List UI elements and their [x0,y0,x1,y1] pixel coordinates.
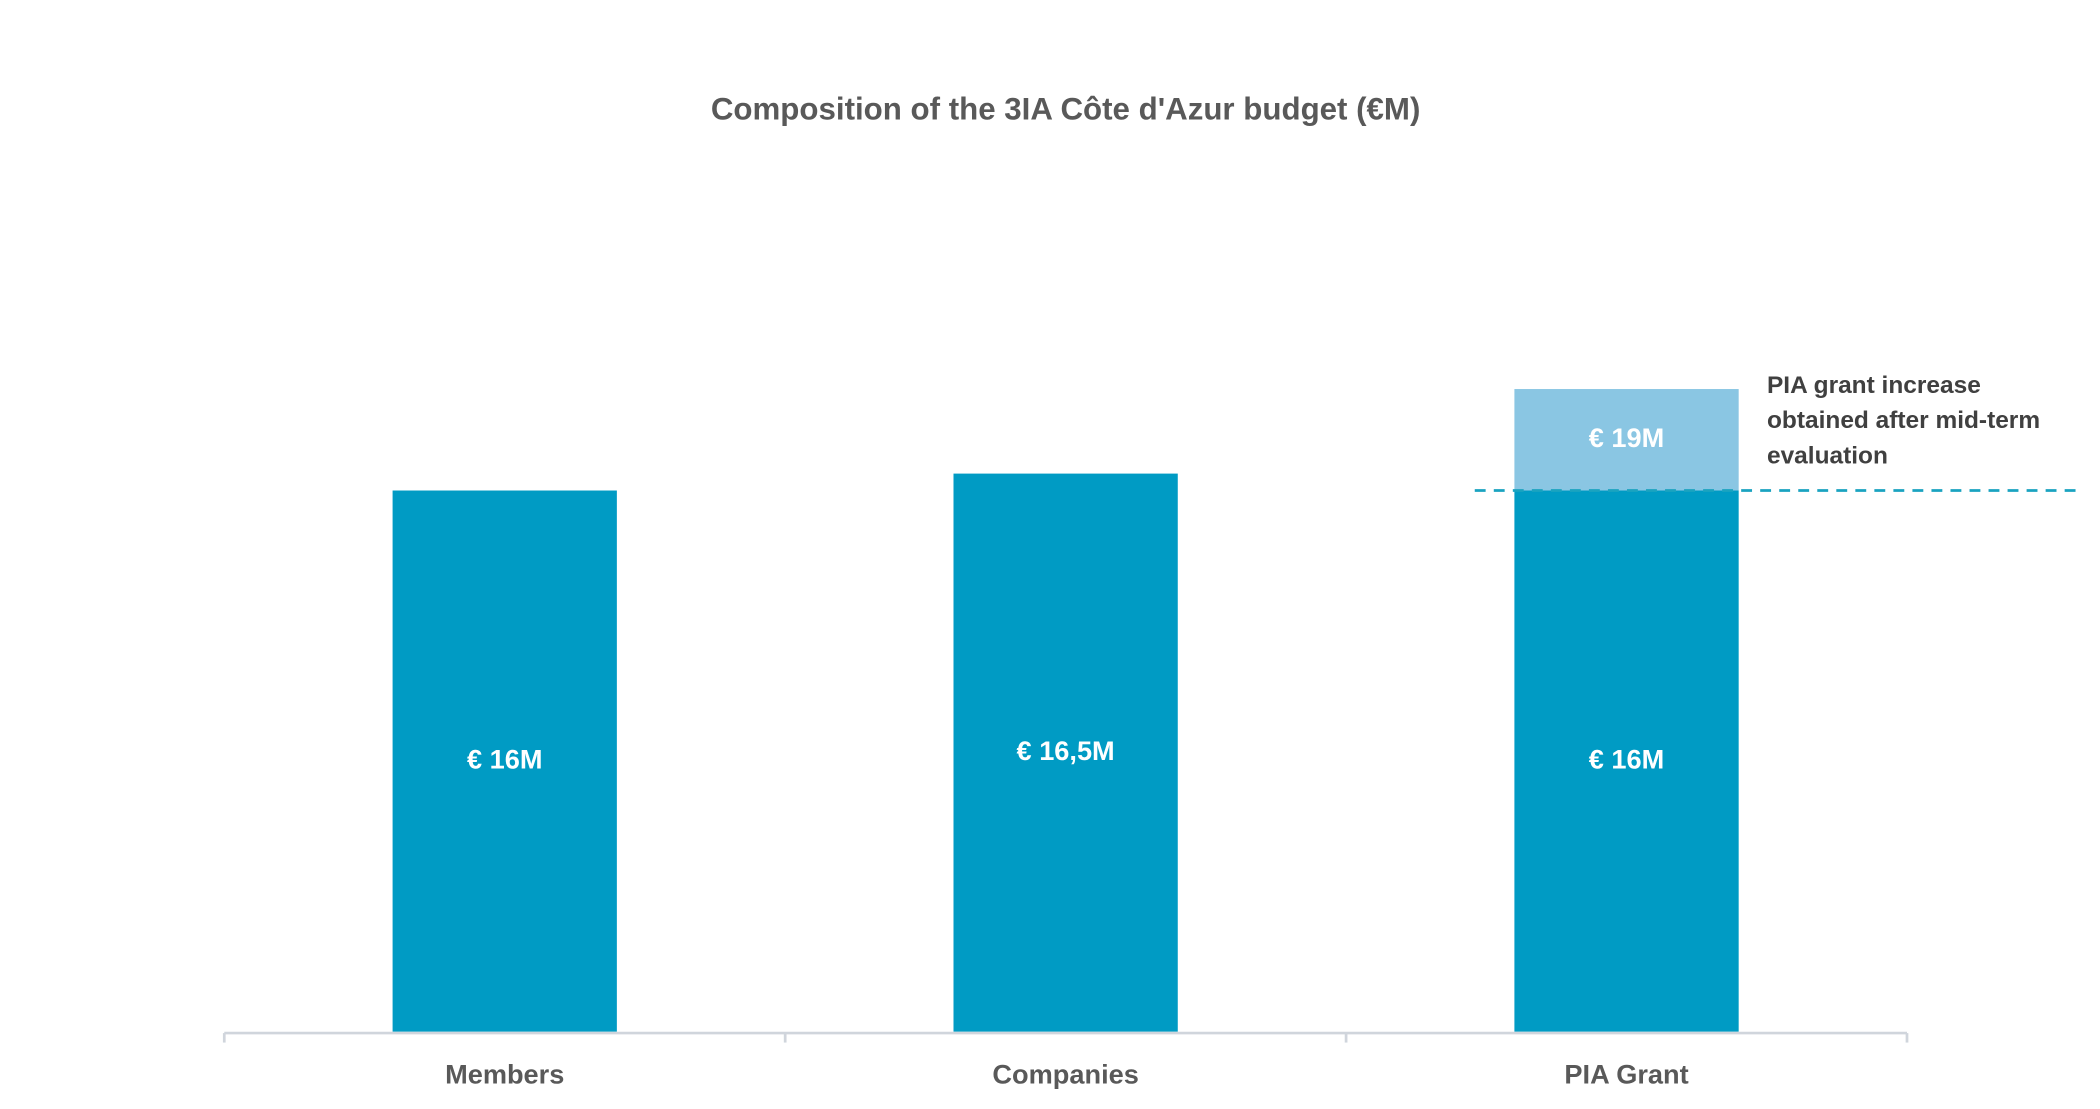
x-tick-label: Companies [992,1059,1138,1090]
chart-title: Composition of the 3IA Côte d'Azur budge… [711,91,1421,126]
value-label: € 16,5M [1017,735,1115,766]
bar-segment [392,490,617,1032]
total-label: € 19M [1589,422,1664,453]
value-label: € 16M [1589,743,1664,774]
annotation: obtained after mid-term [1767,407,2040,434]
bar-segment [953,473,1178,1032]
annotation: PIA grant increase [1767,372,1981,399]
bar-segment [1514,389,1739,491]
bar-segment [1514,490,1739,1032]
x-tick-label: Members [445,1059,564,1090]
value-label: € 16M [467,743,542,774]
x-tick-label: PIA Grant [1564,1059,1688,1090]
annotation: evaluation [1767,442,1888,469]
